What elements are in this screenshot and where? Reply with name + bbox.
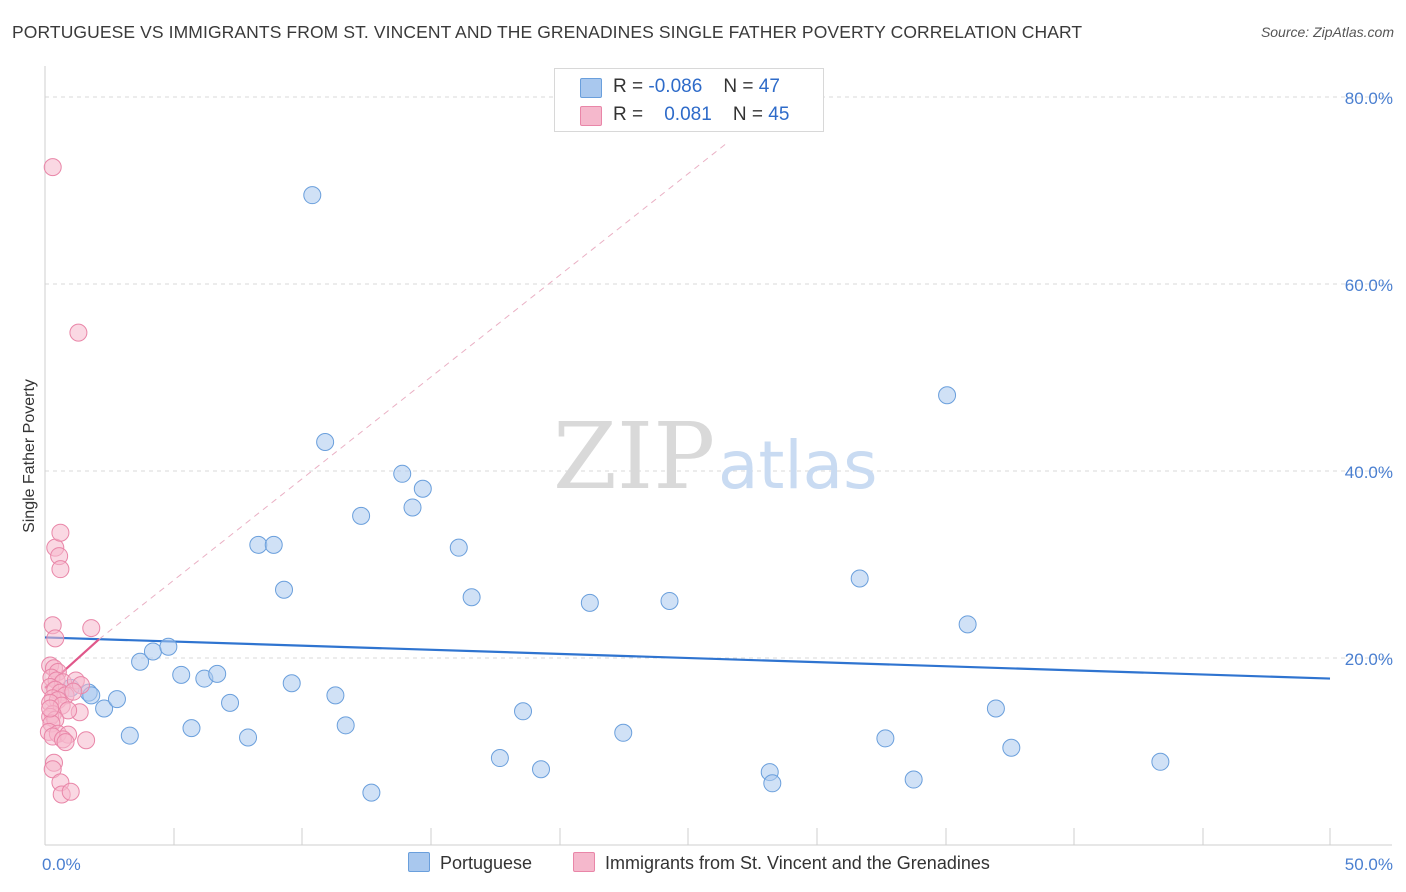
point-portuguese xyxy=(143,642,162,661)
x-tick-label: 50.0% xyxy=(1345,855,1393,874)
x-tick-label: 0.0% xyxy=(42,855,81,874)
point-portuguese xyxy=(393,464,412,483)
legend-row-immigrants: R = 0.081 N = 45 xyxy=(555,100,823,128)
point-immigrants xyxy=(51,560,70,579)
point-immigrants xyxy=(46,629,65,648)
point-portuguese xyxy=(462,588,481,607)
y-tick-label: 20.0% xyxy=(1345,650,1393,669)
point-portuguese xyxy=(336,716,355,735)
legend-r-value: -0.086 xyxy=(648,76,703,97)
legend-r-label: R = xyxy=(613,104,644,125)
point-portuguese xyxy=(208,664,227,683)
source-label: Source: ZipAtlas.com xyxy=(1260,24,1394,40)
trend-line-immigrants xyxy=(98,143,727,640)
y-tick-label: 60.0% xyxy=(1345,276,1393,295)
point-portuguese xyxy=(120,726,139,745)
point-immigrants xyxy=(56,733,75,752)
point-portuguese xyxy=(172,665,191,684)
point-portuguese xyxy=(490,749,509,768)
point-portuguese xyxy=(282,674,301,693)
point-portuguese xyxy=(763,774,782,793)
watermark-zip: ZIP xyxy=(553,403,715,510)
legend-item-immigrants[interactable]: Immigrants from St. Vincent and the Gren… xyxy=(573,852,990,874)
point-portuguese xyxy=(904,770,923,789)
point-portuguese xyxy=(316,433,335,452)
series-legend: Portuguese Immigrants from St. Vincent a… xyxy=(0,852,1406,878)
y-tick-label: 40.0% xyxy=(1345,463,1393,482)
grid-lines xyxy=(45,96,1392,659)
point-immigrants xyxy=(64,682,83,701)
legend-swatch-pink xyxy=(580,106,602,126)
point-immigrants xyxy=(43,158,62,177)
point-portuguese xyxy=(107,690,126,709)
point-portuguese xyxy=(958,615,977,634)
legend-label-portuguese: Portuguese xyxy=(440,853,533,873)
point-portuguese xyxy=(876,729,895,748)
y-axis-label: Single Father Poverty xyxy=(21,379,38,533)
point-portuguese xyxy=(221,693,240,712)
legend-r-value: 0.081 xyxy=(664,104,712,125)
trend-line-portuguese xyxy=(44,636,1331,680)
y-tick-label: 80.0% xyxy=(1345,89,1393,108)
point-portuguese xyxy=(362,783,381,802)
point-immigrants xyxy=(41,699,60,718)
point-portuguese xyxy=(159,637,178,656)
point-immigrants xyxy=(61,782,80,801)
point-portuguese xyxy=(131,652,150,671)
legend-label-immigrants: Immigrants from St. Vincent and the Gren… xyxy=(605,853,990,873)
watermark: ZIP atlas xyxy=(553,403,878,510)
point-portuguese xyxy=(326,686,345,705)
point-portuguese xyxy=(514,702,533,721)
point-portuguese xyxy=(95,699,114,718)
x-tick-labels: 0.0% 50.0% xyxy=(42,855,1393,874)
point-immigrants xyxy=(69,323,88,342)
point-portuguese xyxy=(249,535,268,554)
point-portuguese xyxy=(1002,738,1021,757)
point-portuguese xyxy=(986,699,1005,718)
point-portuguese xyxy=(532,760,551,779)
legend-row-portuguese: R = -0.086 N = 47 xyxy=(555,72,823,100)
legend-swatch-blue xyxy=(408,852,430,872)
point-immigrants xyxy=(82,619,101,638)
point-immigrants xyxy=(77,731,96,750)
legend-n-label: N = xyxy=(723,76,754,97)
legend-text-portuguese: R = -0.086 N = 47 xyxy=(613,76,780,98)
point-portuguese xyxy=(850,569,869,588)
point-immigrants xyxy=(51,523,70,542)
legend-text-immigrants: R = 0.081 N = 45 xyxy=(613,104,789,126)
point-portuguese xyxy=(1151,752,1170,771)
point-portuguese xyxy=(239,728,258,747)
legend-n-label: N = xyxy=(732,104,764,125)
point-portuguese xyxy=(413,479,432,498)
point-portuguese xyxy=(403,498,422,517)
point-portuguese xyxy=(303,186,322,205)
point-portuguese xyxy=(938,386,957,405)
point-portuguese xyxy=(614,723,633,742)
legend-swatch-pink xyxy=(573,852,595,872)
legend-item-portuguese[interactable]: Portuguese xyxy=(408,852,532,874)
point-portuguese xyxy=(449,538,468,557)
chart-title: PORTUGUESE VS IMMIGRANTS FROM ST. VINCEN… xyxy=(12,22,1083,42)
point-portuguese xyxy=(580,593,599,612)
point-portuguese xyxy=(660,591,679,610)
legend-r-label: R = xyxy=(613,76,644,97)
legend-n-value: 45 xyxy=(768,104,790,125)
legend-n-value: 47 xyxy=(758,76,780,97)
watermark-atlas: atlas xyxy=(718,427,878,504)
legend-swatch-blue xyxy=(580,78,602,98)
y-tick-labels: 20.0% 40.0% 60.0% 80.0% xyxy=(1345,89,1393,669)
point-portuguese xyxy=(275,580,294,599)
point-portuguese xyxy=(264,535,283,554)
correlation-legend: R = -0.086 N = 47 R = 0.081 N = 45 xyxy=(554,68,824,132)
point-portuguese xyxy=(352,506,371,525)
data-points xyxy=(39,158,1170,804)
point-portuguese xyxy=(182,719,201,738)
